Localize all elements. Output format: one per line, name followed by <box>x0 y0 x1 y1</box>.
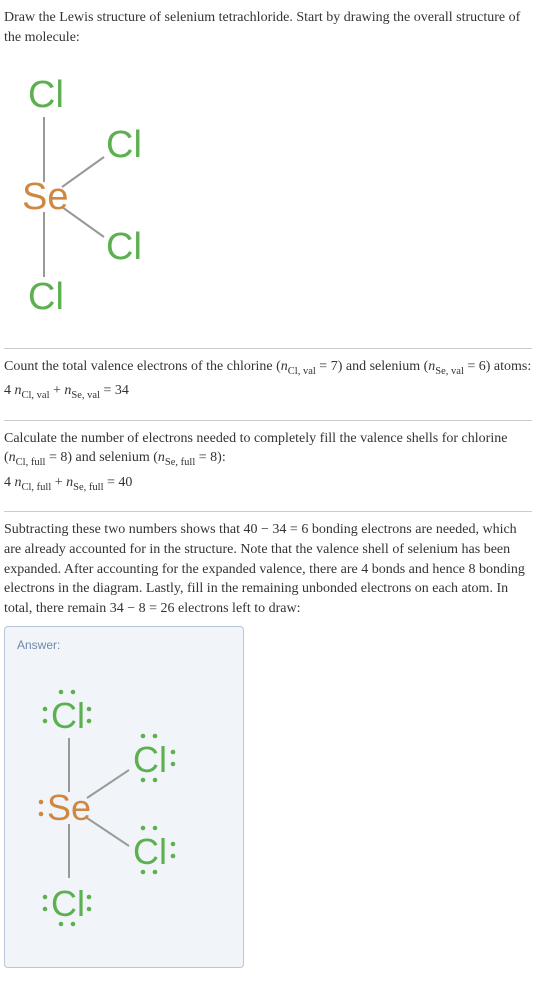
atom-cl-top: Cl <box>51 695 85 736</box>
atom-cl-ur: Cl <box>133 739 167 780</box>
step2-text: Calculate the number of electrons needed… <box>4 429 532 471</box>
s: Cl, val <box>288 366 316 377</box>
v: n <box>9 450 16 465</box>
atom-cl-lr: Cl <box>106 226 142 268</box>
s: Cl, val <box>22 390 50 401</box>
step2-section: Calculate the number of electrons needed… <box>4 425 532 508</box>
t: = 6) atoms: <box>464 359 531 374</box>
step1-text: Count the total valence electrons of the… <box>4 357 532 379</box>
lewis-structure-svg: Se Cl Cl Cl Cl <box>17 664 227 944</box>
t: = 7) and selenium ( <box>316 359 428 374</box>
initial-structure: Se Cl Cl Cl Cl <box>4 57 532 324</box>
divider-2 <box>4 420 532 421</box>
t: + <box>50 383 65 398</box>
t: + <box>51 475 66 490</box>
atom-cl-ur: Cl <box>106 124 142 166</box>
answer-label: Answer: <box>17 637 231 654</box>
divider-3 <box>4 511 532 512</box>
bond-lr <box>87 818 129 846</box>
step3-section: Subtracting these two numbers shows that… <box>4 516 532 979</box>
answer-box: Answer: Se Cl Cl Cl <box>4 626 244 967</box>
v: n <box>15 383 22 398</box>
s: Cl, full <box>16 457 46 468</box>
v: n <box>158 450 165 465</box>
s: Se, full <box>73 482 103 493</box>
v: n <box>281 359 288 374</box>
bond-ur <box>87 770 129 798</box>
t: = 8) and selenium ( <box>45 450 157 465</box>
atom-se: Se <box>47 787 91 828</box>
step1-section: Count the total valence electrons of the… <box>4 353 532 416</box>
intro-section: Draw the Lewis structure of selenium tet… <box>4 4 532 344</box>
atom-cl-bottom: Cl <box>28 276 64 317</box>
step3-text: Subtracting these two numbers shows that… <box>4 520 532 618</box>
se-dot <box>39 812 44 817</box>
step1-formula: 4 nCl, val + nSe, val = 34 <box>4 381 532 403</box>
structure-svg: Se Cl Cl Cl Cl <box>4 57 204 317</box>
t: = 8): <box>195 450 225 465</box>
intro-text: Draw the Lewis structure of selenium tet… <box>4 8 532 47</box>
v: n <box>15 475 22 490</box>
t: 4 <box>4 383 15 398</box>
divider-1 <box>4 348 532 349</box>
t: 4 <box>4 475 15 490</box>
t: = 40 <box>104 475 133 490</box>
atom-cl-lr: Cl <box>133 831 167 872</box>
step2-formula: 4 nCl, full + nSe, full = 40 <box>4 473 532 495</box>
se-dot <box>39 800 44 805</box>
s: Se, val <box>71 390 100 401</box>
atom-cl-bottom: Cl <box>51 883 85 924</box>
t: Count the total valence electrons of the… <box>4 359 281 374</box>
atom-cl-top: Cl <box>28 74 64 116</box>
t: = 34 <box>100 383 129 398</box>
s: Se, val <box>435 366 464 377</box>
s: Cl, full <box>22 482 52 493</box>
atom-se: Se <box>22 176 68 218</box>
s: Se, full <box>165 457 195 468</box>
